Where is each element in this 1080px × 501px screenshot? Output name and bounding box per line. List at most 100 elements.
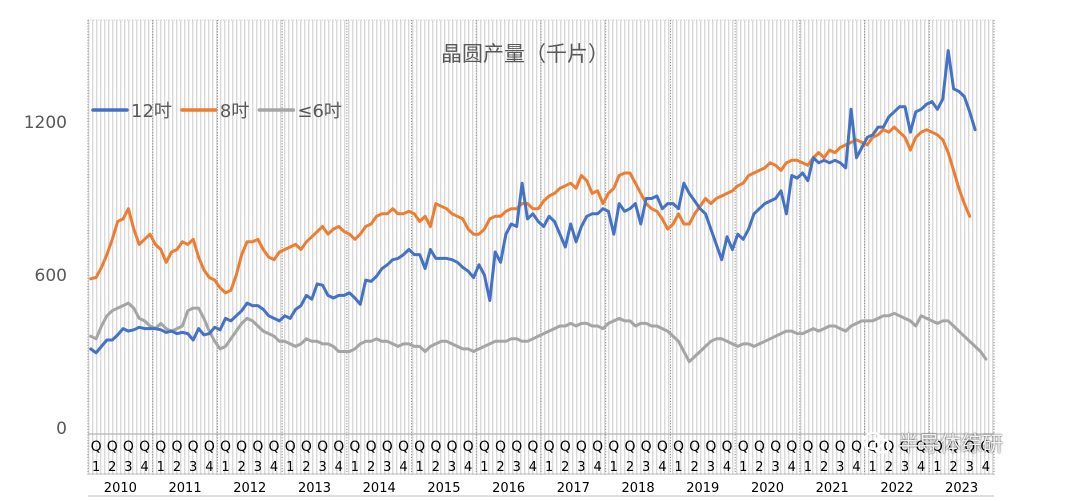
quarter-letter-label: Q — [495, 439, 506, 455]
quarter-number-label: 2 — [173, 460, 181, 475]
quarter-number-label: 4 — [658, 460, 666, 475]
quarter-letter-label: Q — [220, 439, 231, 455]
quarter-number-label: 4 — [335, 460, 343, 475]
quarter-number-label: 3 — [189, 460, 197, 475]
watermark-text: 半导体综研 — [898, 432, 1003, 456]
quarter-letter-label: Q — [900, 439, 911, 455]
quarter-letter-label: Q — [479, 439, 490, 455]
y-tick-label: 600 — [35, 266, 67, 286]
quarter-letter-label: Q — [107, 439, 118, 455]
grid-layer — [87, 19, 995, 475]
y-tick-label: 1200 — [24, 113, 67, 133]
quarter-number-label: 3 — [448, 460, 456, 475]
year-label: 2012 — [233, 481, 266, 496]
quarter-number-label: 2 — [302, 460, 310, 475]
quarter-number-label: 3 — [966, 460, 974, 475]
quarter-number-label: 3 — [707, 460, 715, 475]
quarter-letter-label: Q — [802, 439, 813, 455]
quarter-letter-label: Q — [705, 439, 716, 455]
quarter-letter-label: Q — [738, 439, 749, 455]
year-label: 2010 — [104, 481, 137, 496]
y-tick-label: 0 — [56, 419, 67, 439]
quarter-letter-label: Q — [252, 439, 263, 455]
quarter-number-label: 3 — [901, 460, 909, 475]
quarter-number-label: 2 — [238, 460, 246, 475]
quarter-letter-label: Q — [430, 439, 441, 455]
quarter-number-label: 4 — [852, 460, 860, 475]
quarter-number-label: 2 — [561, 460, 569, 475]
quarter-number-label: 4 — [593, 460, 601, 475]
quarter-letter-label: Q — [447, 439, 458, 455]
quarter-number-label: 4 — [529, 460, 537, 475]
quarter-number-label: 2 — [755, 460, 763, 475]
year-label: 2014 — [363, 481, 396, 496]
axis-layer: Q1Q2Q3Q42010Q1Q2Q3Q42011Q1Q2Q3Q42012Q1Q2… — [24, 113, 994, 497]
quarter-letter-label: Q — [285, 439, 296, 455]
quarter-number-label: 4 — [140, 460, 148, 475]
quarter-letter-label: Q — [333, 439, 344, 455]
quarter-letter-label: Q — [722, 439, 733, 455]
quarter-letter-label: Q — [608, 439, 619, 455]
quarter-number-label: 3 — [577, 460, 585, 475]
quarter-number-label: 1 — [221, 460, 229, 475]
quarter-number-label: 2 — [820, 460, 828, 475]
quarter-letter-label: Q — [188, 439, 199, 455]
series-layer — [89, 49, 988, 364]
quarter-letter-label: Q — [657, 439, 668, 455]
quarter-number-label: 1 — [480, 460, 488, 475]
quarter-letter-label: Q — [382, 439, 393, 455]
quarter-number-label: 1 — [804, 460, 812, 475]
quarter-letter-label: Q — [171, 439, 182, 455]
series-line — [89, 49, 977, 355]
quarter-letter-label: Q — [592, 439, 603, 455]
quarter-letter-label: Q — [398, 439, 409, 455]
quarter-number-label: 1 — [92, 460, 100, 475]
chart-title: 晶圆产量（千片） — [441, 42, 609, 66]
year-label: 2023 — [945, 481, 978, 496]
quarter-letter-label: Q — [155, 439, 166, 455]
quarter-number-label: 3 — [383, 460, 391, 475]
quarter-number-label: 2 — [885, 460, 893, 475]
quarter-letter-label: Q — [819, 439, 830, 455]
quarter-number-label: 3 — [513, 460, 521, 475]
quarter-letter-label: Q — [948, 439, 959, 455]
quarter-letter-label: Q — [560, 439, 571, 455]
year-label: 2021 — [816, 481, 849, 496]
quarter-letter-label: Q — [317, 439, 328, 455]
year-label: 2015 — [427, 481, 460, 496]
quarter-number-label: 3 — [836, 460, 844, 475]
quarter-number-label: 4 — [205, 460, 213, 475]
quarter-letter-label: Q — [511, 439, 522, 455]
quarter-letter-label: Q — [786, 439, 797, 455]
quarter-number-label: 3 — [254, 460, 262, 475]
year-label: 2011 — [169, 481, 202, 496]
quarter-number-label: 3 — [318, 460, 326, 475]
quarter-number-label: 4 — [982, 460, 990, 475]
year-label: 2018 — [622, 481, 655, 496]
quarter-number-label: 1 — [674, 460, 682, 475]
year-label: 2016 — [492, 481, 525, 496]
quarter-number-label: 4 — [723, 460, 731, 475]
quarter-number-label: 2 — [367, 460, 375, 475]
quarter-letter-label: Q — [139, 439, 150, 455]
quarter-number-label: 2 — [949, 460, 957, 475]
quarter-letter-label: Q — [770, 439, 781, 455]
legend-entry-label: 12吋 — [131, 101, 172, 122]
quarter-number-label: 2 — [432, 460, 440, 475]
quarter-letter-label: Q — [867, 439, 878, 455]
quarter-number-label: 3 — [771, 460, 779, 475]
quarter-number-label: 1 — [610, 460, 618, 475]
quarter-number-label: 1 — [416, 460, 424, 475]
series-line — [89, 125, 972, 295]
quarter-letter-label: Q — [414, 439, 425, 455]
quarter-number-label: 4 — [270, 460, 278, 475]
quarter-letter-label: Q — [916, 439, 927, 455]
quarter-number-label: 3 — [124, 460, 132, 475]
legend-entry-label: 8吋 — [220, 101, 249, 122]
quarter-letter-label: Q — [576, 439, 587, 455]
quarter-number-label: 1 — [351, 460, 359, 475]
quarter-letter-label: Q — [269, 439, 280, 455]
quarter-number-label: 1 — [286, 460, 294, 475]
